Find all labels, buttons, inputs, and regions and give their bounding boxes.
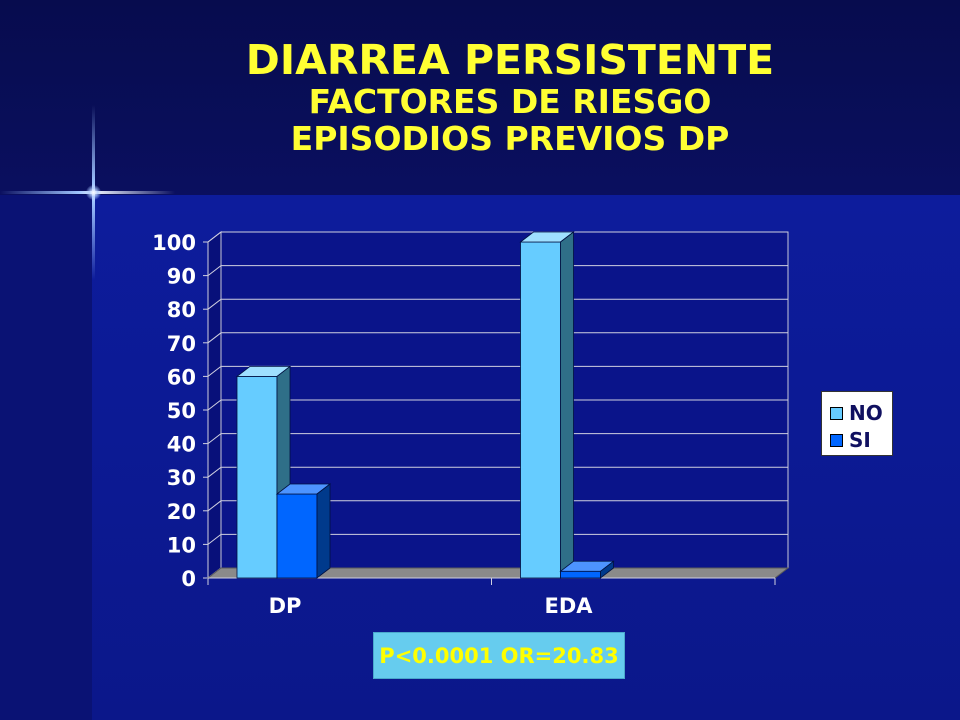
y-tick-label-30: 30 bbox=[167, 466, 196, 490]
slide-title: DIARREA PERSISTENTE bbox=[245, 36, 775, 84]
y-tick-label-10: 10 bbox=[167, 533, 196, 557]
statistics-note: P<0.0001 OR=20.83 bbox=[373, 632, 625, 679]
title-band bbox=[0, 0, 960, 195]
bar-si-eda bbox=[560, 570, 601, 579]
x-category-label-dp: DP bbox=[269, 594, 302, 618]
bar-no-eda bbox=[520, 241, 561, 579]
x-category-label-eda: EDA bbox=[544, 594, 593, 618]
y-tick-label-20: 20 bbox=[167, 500, 196, 524]
bar-side-no-eda bbox=[560, 231, 574, 579]
gridline-30 bbox=[207, 466, 788, 478]
statistics-note-text: P<0.0001 OR=20.83 bbox=[379, 643, 619, 668]
slide-title-block: DIARREA PERSISTENTE FACTORES DE RIESGO E… bbox=[160, 36, 860, 158]
gridline-80 bbox=[207, 298, 788, 310]
y-tick-label-90: 90 bbox=[167, 265, 196, 289]
y-tick-label-70: 70 bbox=[167, 332, 196, 356]
light-flare-core bbox=[86, 185, 101, 200]
gridline-40 bbox=[207, 433, 788, 444]
y-tick-label-100: 100 bbox=[152, 231, 196, 255]
y-tick-label-80: 80 bbox=[167, 298, 196, 322]
bar-si-dp bbox=[276, 493, 318, 579]
legend-item-no: NO bbox=[830, 401, 883, 425]
gridline-100 bbox=[207, 231, 788, 243]
legend-swatch-no bbox=[830, 406, 843, 420]
y-tick-label-50: 50 bbox=[167, 399, 196, 423]
gridline-90 bbox=[207, 265, 788, 276]
gridline-50 bbox=[207, 399, 788, 411]
gridline-10 bbox=[207, 533, 788, 545]
gridline-70 bbox=[207, 332, 788, 344]
bar-side-si-dp bbox=[316, 483, 331, 579]
legend-item-si: SI bbox=[830, 428, 871, 452]
y-tick-label-40: 40 bbox=[167, 433, 196, 457]
legend-label-no: NO bbox=[849, 401, 883, 425]
legend-swatch-si bbox=[830, 433, 843, 447]
legend-label-si: SI bbox=[849, 428, 871, 452]
slide-subtitle-1: FACTORES DE RIESGO bbox=[308, 81, 712, 121]
left-strip bbox=[0, 195, 92, 720]
gridline-20 bbox=[207, 500, 788, 512]
y-tick-label-0: 0 bbox=[181, 567, 196, 591]
gridline-60 bbox=[207, 365, 788, 377]
slide-subtitle-2: EPISODIOS PREVIOS DP bbox=[290, 118, 730, 158]
bar-no-dp bbox=[236, 375, 278, 579]
bar-side-si-eda bbox=[600, 560, 614, 579]
y-tick-label-60: 60 bbox=[167, 365, 196, 389]
chart-legend: NO SI bbox=[821, 391, 893, 456]
